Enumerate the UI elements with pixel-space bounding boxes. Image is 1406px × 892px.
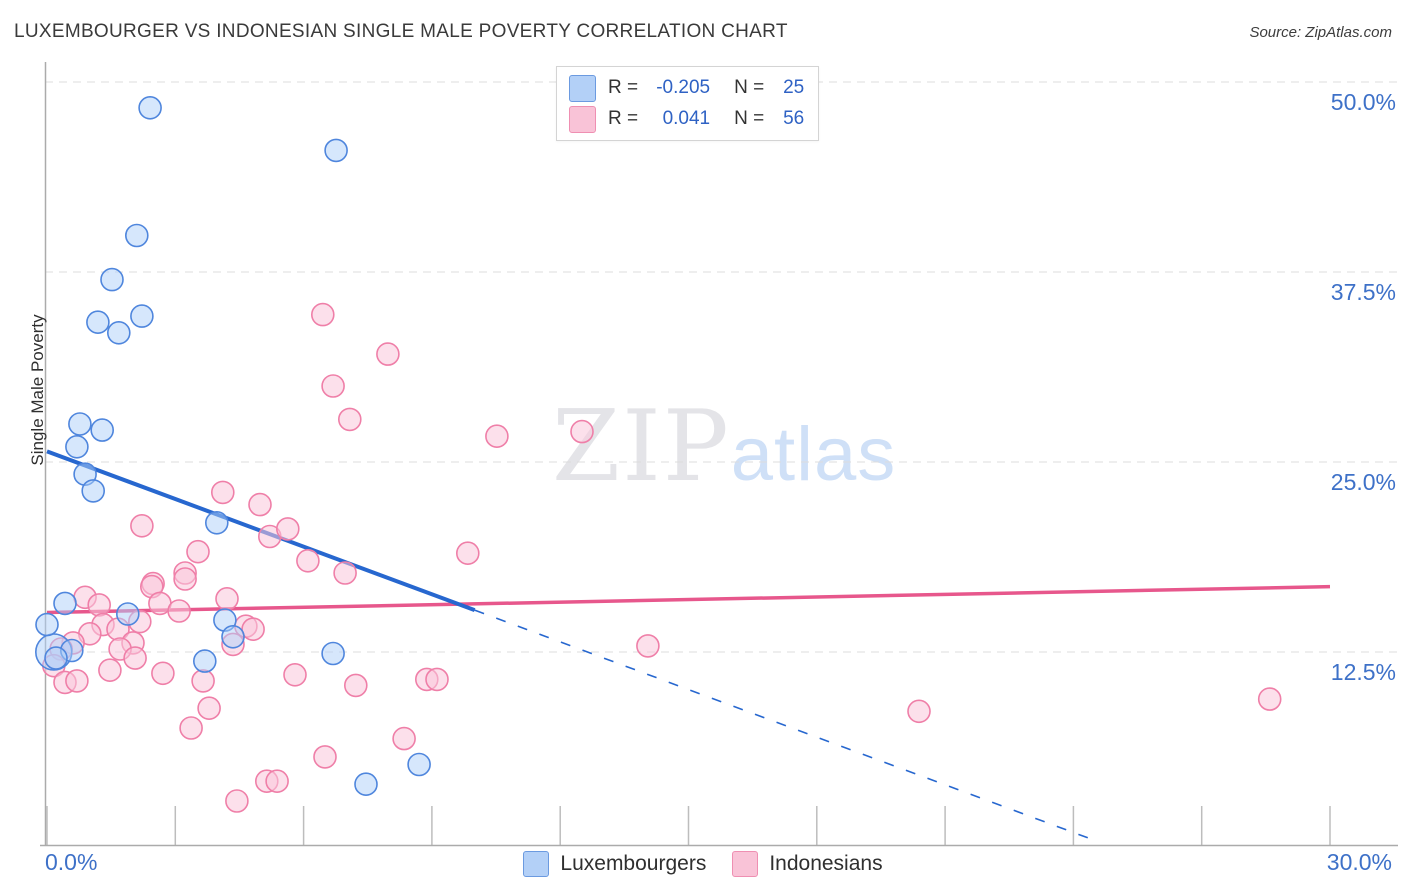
data-point xyxy=(116,602,140,626)
data-point xyxy=(337,407,362,432)
data-point xyxy=(392,726,416,751)
data-point xyxy=(179,716,203,740)
data-point xyxy=(215,586,239,611)
data-point xyxy=(313,745,337,769)
data-point xyxy=(570,419,594,444)
n-label: N = xyxy=(734,77,765,98)
legend-item-indonesians: Indonesians xyxy=(732,851,883,877)
n-label: N = xyxy=(734,108,765,129)
data-point xyxy=(130,513,154,538)
data-point xyxy=(138,96,162,120)
y-axis-tick-label: 37.5% xyxy=(1330,279,1396,305)
data-point xyxy=(907,699,931,724)
data-point xyxy=(343,673,368,698)
legend-row-indonesians: R = 0.041 N = 56 xyxy=(569,105,804,133)
data-point xyxy=(248,492,272,517)
data-point xyxy=(324,138,348,163)
data-point xyxy=(636,634,660,658)
data-point xyxy=(221,624,245,649)
data-point xyxy=(68,412,92,436)
y-axis-tick-label: 25.0% xyxy=(1330,469,1396,495)
correlation-legend-box: R = -0.205 N = 25 R = 0.041 N = 56 xyxy=(556,66,820,141)
legend-row-luxembourgers: R = -0.205 N = 25 xyxy=(569,74,804,102)
data-point xyxy=(225,789,249,813)
data-point xyxy=(455,541,480,566)
x-axis-min-label: 0.0% xyxy=(45,849,98,875)
data-point xyxy=(87,593,111,617)
data-point xyxy=(191,669,215,693)
n-value-luxembourgers: 25 xyxy=(783,77,805,98)
legend-label-indonesians: Indonesians xyxy=(769,852,883,875)
data-point xyxy=(35,612,59,637)
data-point xyxy=(1257,687,1282,711)
data-point xyxy=(265,769,289,794)
data-point xyxy=(283,662,307,687)
data-point xyxy=(44,646,68,670)
points-indonesians xyxy=(41,302,1282,813)
r-label: R = xyxy=(608,108,639,129)
data-point xyxy=(186,539,210,564)
luxembourgers-swatch-icon xyxy=(569,74,596,102)
x-axis-max-label: 30.0% xyxy=(1326,849,1392,875)
trend-line-luxembourgers-extrapolated xyxy=(474,609,1100,843)
indonesians-swatch-icon xyxy=(732,851,759,877)
data-point xyxy=(130,304,154,328)
data-point xyxy=(193,649,217,673)
r-value-luxembourgers: -0.205 xyxy=(656,77,711,98)
y-axis-title: Single Male Poverty xyxy=(28,314,47,466)
legend-item-luxembourgers: Luxembourgers xyxy=(523,851,706,877)
data-point xyxy=(81,479,105,503)
data-point xyxy=(98,658,122,683)
data-point xyxy=(173,567,197,591)
r-value-indonesians: 0.041 xyxy=(662,108,711,129)
data-point xyxy=(107,320,131,345)
data-point xyxy=(53,591,77,616)
y-axis-tick-label: 12.5% xyxy=(1330,659,1396,685)
data-point xyxy=(310,302,335,327)
gridlines xyxy=(45,81,1398,653)
data-point xyxy=(275,517,300,541)
data-point xyxy=(151,661,175,686)
data-point xyxy=(86,310,110,335)
y-axis-tick-label: 50.0% xyxy=(1330,89,1396,115)
data-point xyxy=(90,418,114,442)
r-label: R = xyxy=(608,77,639,98)
trend-line-indonesians xyxy=(46,584,1331,615)
series-legend: Luxembourgers Indonesians xyxy=(0,851,1406,877)
data-point xyxy=(296,548,320,573)
points-luxembourgers xyxy=(34,96,431,797)
data-point xyxy=(167,599,191,623)
source-attribution: Source: ZipAtlas.com xyxy=(1249,24,1392,41)
data-point xyxy=(205,510,229,535)
indonesians-swatch-icon xyxy=(569,105,596,133)
data-point xyxy=(65,669,89,693)
data-point xyxy=(123,646,147,670)
data-point xyxy=(321,374,345,398)
data-point xyxy=(65,434,89,459)
luxembourgers-swatch-icon xyxy=(523,851,550,877)
data-point xyxy=(100,267,124,292)
data-point xyxy=(125,223,149,248)
data-point xyxy=(211,480,235,505)
legend-label-luxembourgers: Luxembourgers xyxy=(560,852,707,875)
data-point xyxy=(321,641,345,666)
data-point xyxy=(407,752,431,777)
x-axis-ticks xyxy=(46,806,1331,845)
data-point xyxy=(354,772,378,797)
data-point xyxy=(333,561,357,585)
data-point xyxy=(376,342,400,366)
data-point xyxy=(241,617,265,642)
data-point xyxy=(197,696,221,721)
n-value-indonesians: 56 xyxy=(783,108,805,129)
data-point xyxy=(425,667,449,692)
page-title: LUXEMBOURGER VS INDONESIAN SINGLE MALE P… xyxy=(14,21,788,42)
data-point xyxy=(485,424,509,449)
